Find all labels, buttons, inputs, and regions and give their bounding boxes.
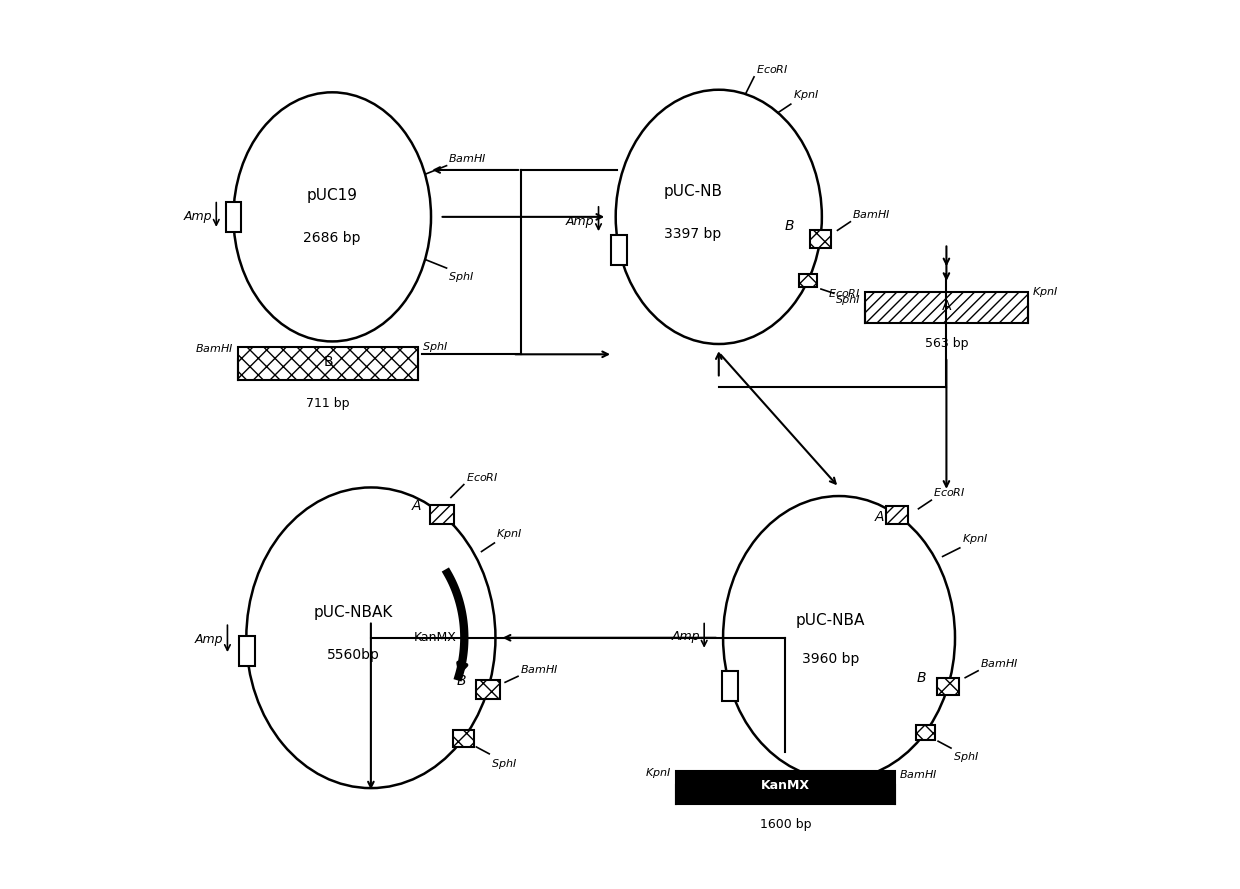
Bar <box>887 507 908 524</box>
Text: pUC-NBA: pUC-NBA <box>796 613 866 629</box>
Bar <box>239 636 254 666</box>
Text: $Kpn$I: $Kpn$I <box>496 527 522 541</box>
Text: Amp: Amp <box>184 211 212 223</box>
Text: 1600 bp: 1600 bp <box>760 818 811 831</box>
Text: $Bam$HI: $Bam$HI <box>520 662 558 675</box>
Text: B: B <box>918 670 926 685</box>
Text: 2686 bp: 2686 bp <box>304 231 361 245</box>
Text: A: A <box>941 299 951 313</box>
Text: $Kpn$I: $Kpn$I <box>1033 285 1059 300</box>
Text: 3397 bp: 3397 bp <box>665 227 722 241</box>
Bar <box>916 725 935 741</box>
Text: B: B <box>324 355 332 369</box>
Text: 3960 bp: 3960 bp <box>802 653 859 666</box>
Text: $Bam$HI: $Bam$HI <box>852 208 890 220</box>
Text: 5560bp: 5560bp <box>327 648 381 662</box>
Bar <box>453 730 474 747</box>
Bar <box>810 230 831 247</box>
Text: SphI: SphI <box>836 295 861 305</box>
Text: $Sph$I: $Sph$I <box>423 340 449 355</box>
Text: pUC19: pUC19 <box>306 188 357 203</box>
Bar <box>611 235 627 265</box>
Text: KanMX: KanMX <box>414 631 456 645</box>
Bar <box>430 505 454 525</box>
Text: $Kpn$I: $Kpn$I <box>792 88 818 102</box>
Text: 711 bp: 711 bp <box>306 397 350 410</box>
Text: $Kpn$I: $Kpn$I <box>645 766 672 781</box>
Bar <box>937 677 959 695</box>
Text: $Eco$RI: $Eco$RI <box>755 63 789 76</box>
Bar <box>800 274 817 287</box>
Text: pUC-NB: pUC-NB <box>663 184 723 198</box>
Text: pUC-NBAK: pUC-NBAK <box>314 605 393 620</box>
Text: $Bam$HI: $Bam$HI <box>899 768 937 781</box>
Text: $Eco$RI: $Eco$RI <box>465 471 498 483</box>
Text: A: A <box>874 510 884 525</box>
Text: $Sph$I: $Sph$I <box>448 269 475 284</box>
Text: A: A <box>412 499 420 513</box>
Text: KanMX: KanMX <box>761 779 810 792</box>
Text: $Eco$RI: $Eco$RI <box>828 287 861 300</box>
Text: $Bam$HI: $Bam$HI <box>195 342 233 355</box>
Bar <box>476 679 500 699</box>
Text: B: B <box>785 219 795 233</box>
Text: $Sph$I: $Sph$I <box>491 757 517 772</box>
Text: $Sph$I: $Sph$I <box>952 749 978 764</box>
Text: $Bam$HI: $Bam$HI <box>448 152 487 164</box>
Text: $Eco$RI: $Eco$RI <box>932 486 966 499</box>
Bar <box>676 771 895 804</box>
Text: B: B <box>458 674 466 687</box>
Bar <box>723 671 738 701</box>
Bar <box>226 202 242 232</box>
Bar <box>864 292 1028 323</box>
Text: $Kpn$I: $Kpn$I <box>961 533 988 546</box>
Text: Amp: Amp <box>671 629 699 643</box>
Bar <box>238 348 418 380</box>
Text: $Bam$HI: $Bam$HI <box>980 657 1018 669</box>
Text: Amp: Amp <box>565 214 594 228</box>
Text: 563 bp: 563 bp <box>925 337 968 350</box>
Text: Amp: Amp <box>195 633 223 646</box>
